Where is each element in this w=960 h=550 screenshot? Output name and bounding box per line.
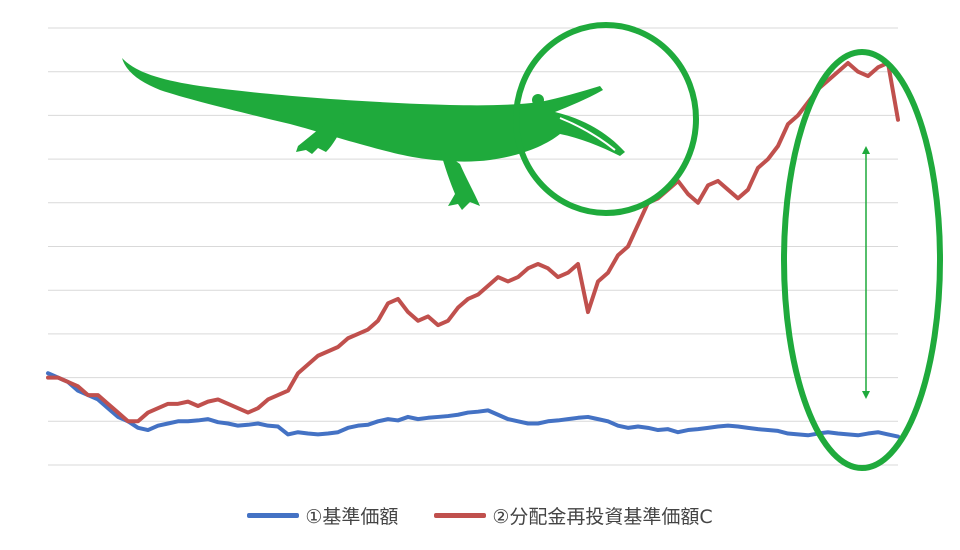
gap-highlight-oval [781, 49, 943, 471]
series-line-nav [46, 371, 900, 439]
series-line-reinvested [46, 60, 900, 424]
legend-swatch-red [434, 512, 487, 518]
legend-label: ①基準価額 [305, 505, 399, 528]
legend-item-nav: ①基準価額 [247, 502, 398, 529]
legend-swatch-blue [247, 512, 300, 518]
head-highlight-circle [513, 22, 699, 216]
series-lines [46, 60, 900, 439]
legend: ①基準価額 ②分配金再投資基準価額C [0, 500, 960, 530]
crocodile-icon [122, 58, 625, 210]
crocodile-mouth [559, 117, 616, 151]
legend-item-reinvested: ②分配金再投資基準価額C [434, 502, 713, 529]
gap-arrow-icon [862, 146, 870, 399]
legend-label: ②分配金再投資基準価額C [492, 505, 713, 528]
